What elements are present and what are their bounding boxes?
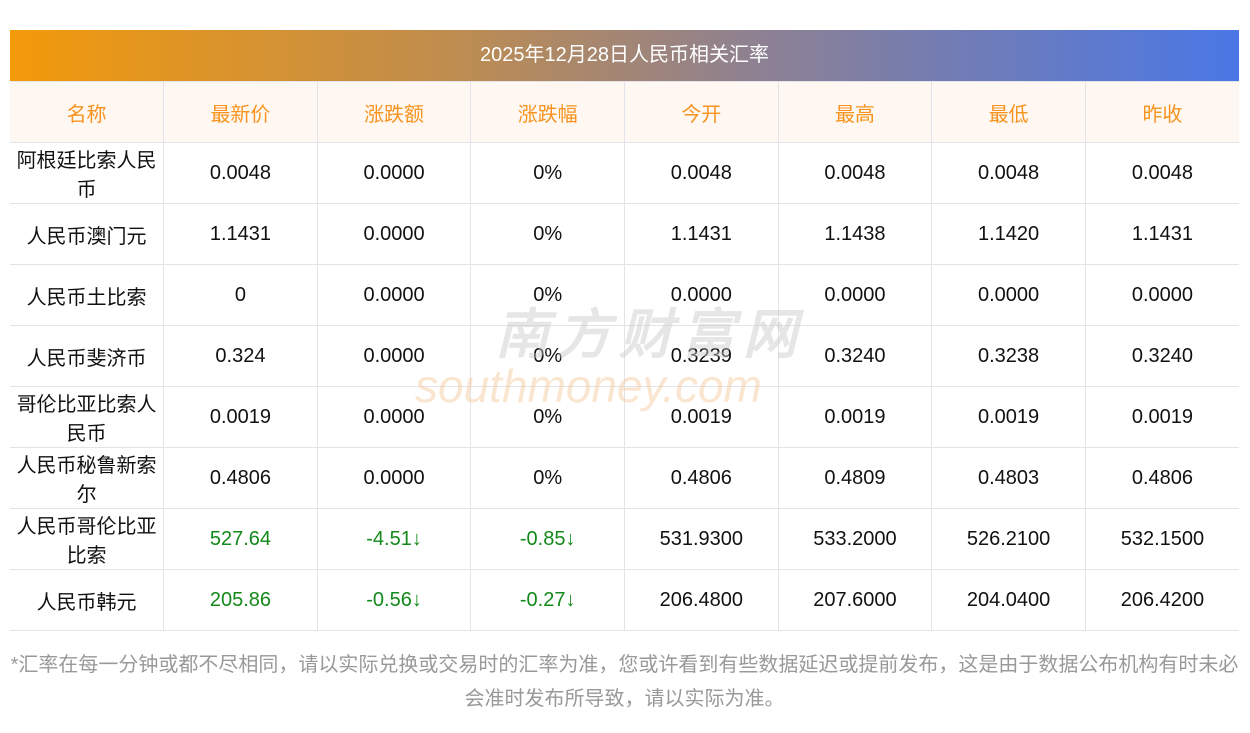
- rate-cell: 206.4200: [1084, 569, 1239, 631]
- rate-cell: 0.324: [163, 325, 318, 387]
- rate-cell: 206.4800: [624, 569, 779, 631]
- column-header: 最高: [777, 81, 933, 143]
- rate-cell: 0%: [470, 325, 625, 387]
- table-row: 人民币斐济币 0.324 0.0000 0% 0.3239 0.3240 0.3238 0.3…: [10, 325, 1239, 387]
- rate-cell: 0%: [470, 386, 625, 448]
- rate-cell: 0.4803: [931, 447, 1086, 509]
- rate-cell: 0.4806: [624, 447, 779, 509]
- rate-cell: 0.4809: [777, 447, 933, 509]
- rate-cell: 0.0000: [316, 264, 472, 326]
- rate-cell: 0.3240: [1084, 325, 1239, 387]
- rate-cell: 0.3238: [931, 325, 1086, 387]
- rate-table: 名称 最新价 涨跌额 涨跌幅 今开 最高 最低 昨收 阿根廷比索人民币 0.0048 0.0000…: [10, 81, 1239, 631]
- rate-cell: 1.1438: [777, 203, 933, 265]
- rate-cell: 0%: [470, 264, 625, 326]
- rate-cell: 0.0048: [777, 142, 933, 204]
- rate-cell: 0.0019: [163, 386, 318, 448]
- column-header: 涨跌额: [316, 81, 472, 143]
- rate-cell: 0.0000: [316, 203, 472, 265]
- rate-cell: -0.27↓: [470, 569, 625, 631]
- rate-cell: 0.0000: [777, 264, 933, 326]
- rate-cell: 531.9300: [624, 508, 779, 570]
- table-row: 人民币澳门元 1.1431 0.0000 0% 1.1431 1.1438 1.1420 1.…: [10, 203, 1239, 265]
- rate-cell: 0.0019: [624, 386, 779, 448]
- rate-cell: 207.6000: [777, 569, 933, 631]
- table-row: 人民币土比索 0 0.0000 0% 0.0000 0.0000 0.0000 0.0000: [10, 264, 1239, 326]
- rate-cell: 0.0048: [624, 142, 779, 204]
- rate-cell: 0.0000: [316, 325, 472, 387]
- rate-cell: 1.1431: [624, 203, 779, 265]
- column-header: 最新价: [163, 81, 318, 143]
- rate-cell: 0.0048: [1084, 142, 1239, 204]
- currency-name: 阿根廷比索人民币: [10, 142, 165, 204]
- rate-cell: -0.85↓: [470, 508, 625, 570]
- rate-cell: 0.0048: [931, 142, 1086, 204]
- rate-cell: 0.0048: [163, 142, 318, 204]
- rate-cell: 527.64: [163, 508, 318, 570]
- rate-cell: -0.56↓: [316, 569, 472, 631]
- rate-cell: 204.0400: [931, 569, 1086, 631]
- rate-cell: 0.0000: [316, 447, 472, 509]
- currency-name: 人民币澳门元: [10, 203, 165, 265]
- column-header: 名称: [10, 81, 165, 143]
- header-row: 名称 最新价 涨跌额 涨跌幅 今开 最高 最低 昨收: [10, 81, 1239, 143]
- column-header: 今开: [624, 81, 779, 143]
- table-row: 哥伦比亚比索人民币 0.0019 0.0000 0% 0.0019 0.0019 0.001…: [10, 386, 1239, 448]
- rate-cell: 0%: [470, 203, 625, 265]
- rate-cell: 0.0000: [624, 264, 779, 326]
- table-row: 人民币韩元 205.86 -0.56↓ -0.27↓ 206.4800 207.6000 2…: [10, 569, 1239, 631]
- currency-name: 人民币秘鲁新索尔: [10, 447, 165, 509]
- table-row: 人民币哥伦比亚比索 527.64 -4.51↓ -0.85↓ 531.9300 533.2…: [10, 508, 1239, 570]
- table-title: 2025年12月28日人民币相关汇率: [10, 30, 1239, 81]
- rate-table-container: 2025年12月28日人民币相关汇率 名称 最新价 涨跌额 涨跌幅 今开 最高 最低 昨收 阿…: [10, 30, 1239, 631]
- column-header: 最低: [931, 81, 1086, 143]
- currency-name: 人民币韩元: [10, 569, 165, 631]
- rate-cell: 0%: [470, 447, 625, 509]
- rate-cell: 533.2000: [777, 508, 933, 570]
- rate-cell: 1.1431: [163, 203, 318, 265]
- rate-cell: 0.0019: [777, 386, 933, 448]
- rate-cell: 0.0000: [316, 386, 472, 448]
- currency-name: 哥伦比亚比索人民币: [10, 386, 165, 448]
- rate-cell: 0.0019: [1084, 386, 1239, 448]
- table-row: 阿根廷比索人民币 0.0048 0.0000 0% 0.0048 0.0048 0.0048…: [10, 142, 1239, 204]
- rate-cell: 1.1431: [1084, 203, 1239, 265]
- rate-cell: 532.1500: [1084, 508, 1239, 570]
- rate-cell: 0.4806: [163, 447, 318, 509]
- rate-cell: 0.3239: [624, 325, 779, 387]
- rate-cell: 0: [163, 264, 318, 326]
- rate-cell: 0.0019: [931, 386, 1086, 448]
- rate-cell: 0.0000: [931, 264, 1086, 326]
- rate-cell: -4.51↓: [316, 508, 472, 570]
- currency-name: 人民币斐济币: [10, 325, 165, 387]
- rate-cell: 0%: [470, 142, 625, 204]
- rate-cell: 0.0000: [316, 142, 472, 204]
- rate-cell: 0.3240: [777, 325, 933, 387]
- rate-cell: 0.0000: [1084, 264, 1239, 326]
- currency-name: 人民币土比索: [10, 264, 165, 326]
- rate-cell: 205.86: [163, 569, 318, 631]
- column-header: 昨收: [1084, 81, 1239, 143]
- table-row: 人民币秘鲁新索尔 0.4806 0.0000 0% 0.4806 0.4809 0.4803…: [10, 447, 1239, 509]
- column-header: 涨跌幅: [470, 81, 625, 143]
- rate-cell: 526.2100: [931, 508, 1086, 570]
- rate-cell: 0.4806: [1084, 447, 1239, 509]
- disclaimer-note: *汇率在每一分钟或都不尽相同，请以实际兑换或交易时的汇率为准，您或许看到有些数据…: [10, 654, 1239, 710]
- currency-name: 人民币哥伦比亚比索: [10, 508, 165, 570]
- rate-cell: 1.1420: [931, 203, 1086, 265]
